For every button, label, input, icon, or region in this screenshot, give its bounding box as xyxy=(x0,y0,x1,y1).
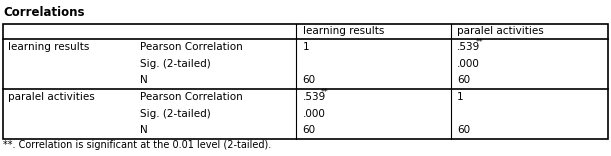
Text: 1: 1 xyxy=(457,92,464,102)
Text: paralel activities: paralel activities xyxy=(9,92,95,102)
Text: 60: 60 xyxy=(457,75,470,85)
Text: 60: 60 xyxy=(302,125,316,135)
Text: 60: 60 xyxy=(457,125,470,135)
Text: .539: .539 xyxy=(457,42,480,52)
Text: .000: .000 xyxy=(302,109,326,119)
Text: Sig. (2-tailed): Sig. (2-tailed) xyxy=(140,59,210,69)
Text: Correlations: Correlations xyxy=(3,6,84,19)
Text: 1: 1 xyxy=(302,42,309,52)
Text: Pearson Correlation: Pearson Correlation xyxy=(140,42,243,52)
Text: learning results: learning results xyxy=(302,26,384,36)
Text: **: ** xyxy=(475,38,483,47)
Text: Pearson Correlation: Pearson Correlation xyxy=(140,92,243,102)
Text: **: ** xyxy=(321,88,329,97)
Text: 60: 60 xyxy=(302,75,316,85)
Text: learning results: learning results xyxy=(9,42,90,52)
Text: N: N xyxy=(140,125,147,135)
Text: .539: .539 xyxy=(302,92,326,102)
Text: paralel activities: paralel activities xyxy=(457,26,544,36)
Bar xyxy=(3,24,608,139)
Text: .000: .000 xyxy=(457,59,480,69)
Text: **. Correlation is significant at the 0.01 level (2-tailed).: **. Correlation is significant at the 0.… xyxy=(3,140,271,150)
Text: Sig. (2-tailed): Sig. (2-tailed) xyxy=(140,109,210,119)
Text: N: N xyxy=(140,75,147,85)
